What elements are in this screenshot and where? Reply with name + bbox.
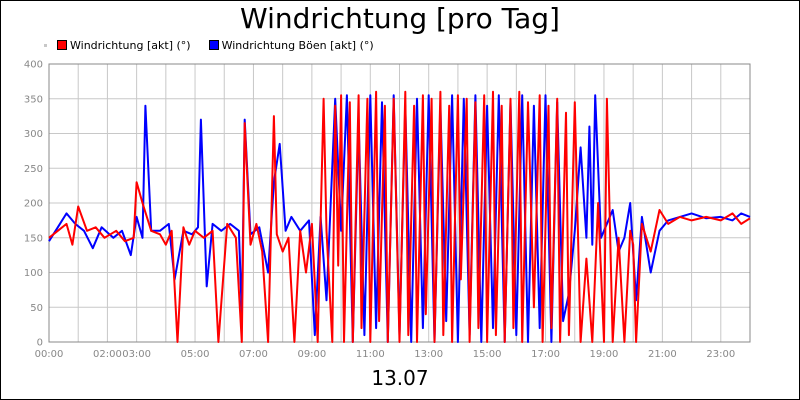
series-lines — [48, 90, 751, 343]
y-tick-label: 400 — [24, 60, 43, 71]
x-tick-label: 07:00 — [239, 349, 268, 360]
y-tick-label: 250 — [24, 164, 43, 175]
legend-label-series-2: Windrichtung Böen [akt] (°) — [221, 38, 374, 52]
y-tick-label: 100 — [24, 268, 43, 279]
y-tick-label: 150 — [24, 233, 43, 244]
x-tick-label: 09:00 — [297, 349, 326, 360]
x-tick-label: 19:00 — [590, 349, 619, 360]
x-tick-label: 15:00 — [473, 349, 502, 360]
legend-dot — [44, 43, 47, 47]
x-tick-label: 11:00 — [356, 349, 385, 360]
y-tick-label: 300 — [24, 129, 43, 140]
x-tick-label: 17:00 — [531, 349, 560, 360]
chart-title: Windrichtung [pro Tag] — [240, 2, 560, 35]
x-tick-label: 02:00 — [93, 349, 122, 360]
legend-item-series-1: Windrichtung [akt] (°) — [57, 39, 191, 52]
x-axis-label: 13.07 — [371, 366, 429, 390]
x-axis: 00:00 02:00 03:00 05:00 07:00 09:00 11:00 13:00… — [35, 349, 736, 360]
x-tick-label: 03:00 — [122, 349, 151, 360]
x-tick-label: 23:00 — [706, 349, 735, 360]
legend-swatch-series-1 — [57, 40, 67, 50]
legend-item-series-2: Windrichtung Böen [akt] (°) — [208, 38, 374, 52]
legend-swatch-series-2 — [208, 40, 219, 50]
series-line-1 — [48, 90, 751, 343]
x-tick-label: 21:00 — [648, 349, 677, 360]
legend-label-series-1: Windrichtung [akt] (°) — [70, 38, 191, 52]
x-tick-label: 05:00 — [181, 349, 210, 360]
y-tick-label: 350 — [24, 94, 43, 105]
x-tick-label: 00:00 — [35, 349, 64, 360]
y-axis: 0 50 100 150 200 250 300 350 400 — [24, 60, 43, 349]
y-tick-label: 50 — [30, 303, 43, 314]
x-tick-label: 13:00 — [414, 349, 443, 360]
legend: Windrichtung [akt] (°) Windrichtung Böen… — [44, 38, 392, 52]
y-tick-label: 200 — [24, 199, 43, 210]
y-tick-label: 0 — [37, 338, 43, 349]
